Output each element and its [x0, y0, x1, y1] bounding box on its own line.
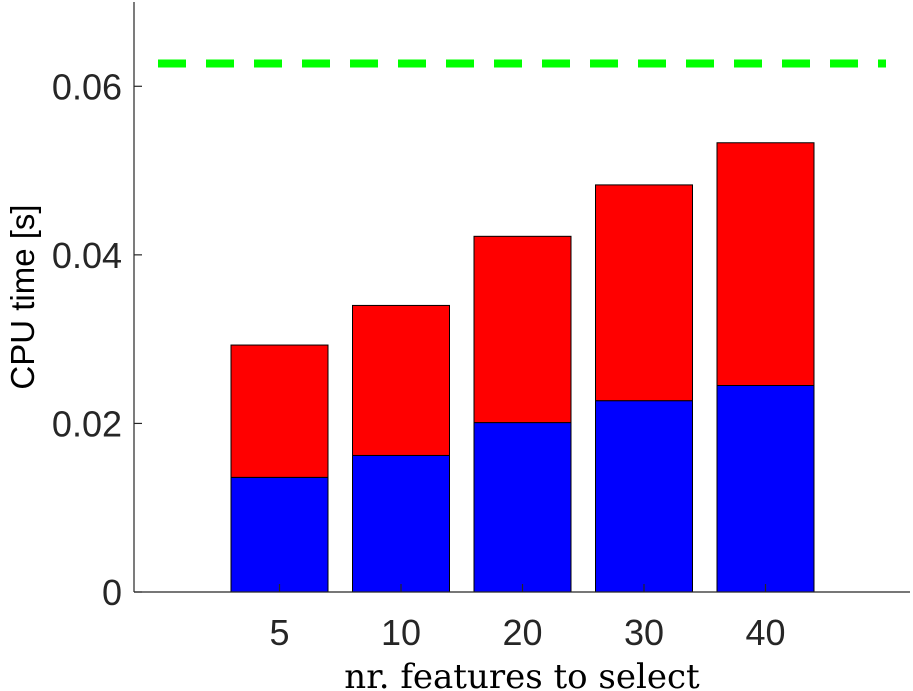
x-tick-label-40: 40	[745, 612, 785, 653]
bar-10-segment-2	[352, 304, 450, 456]
y-tick-label-1: 0.02	[52, 403, 122, 444]
y-tick-label-0: 0	[102, 572, 122, 613]
y-tick-label-2: 0.04	[52, 235, 122, 276]
bar-10-segment-1	[352, 454, 450, 593]
bar-5-segment-1	[230, 476, 329, 593]
x-tick-label-5: 5	[269, 612, 289, 653]
bar-20-segment-1	[473, 422, 572, 593]
bar-40-segment-2	[716, 142, 815, 386]
bar-20-segment-2	[473, 235, 572, 424]
bar-30-segment-1	[595, 400, 693, 593]
x-tick-label-30: 30	[624, 612, 664, 653]
plot-area	[158, 59, 886, 593]
x-axis-label: nr. features to select	[344, 657, 700, 691]
x-tick-label-20: 20	[502, 612, 542, 653]
y-axis-label: CPU time [s]	[4, 204, 41, 389]
bar-30-segment-2	[595, 184, 693, 402]
axes: 5 10 20 30 40 0 0.02 0.04 0.06	[52, 2, 910, 653]
x-tick-label-10: 10	[381, 612, 421, 653]
bar-5-segment-2	[230, 344, 329, 478]
y-tick-label-3: 0.06	[52, 66, 122, 107]
bar-40-segment-1	[716, 385, 815, 593]
